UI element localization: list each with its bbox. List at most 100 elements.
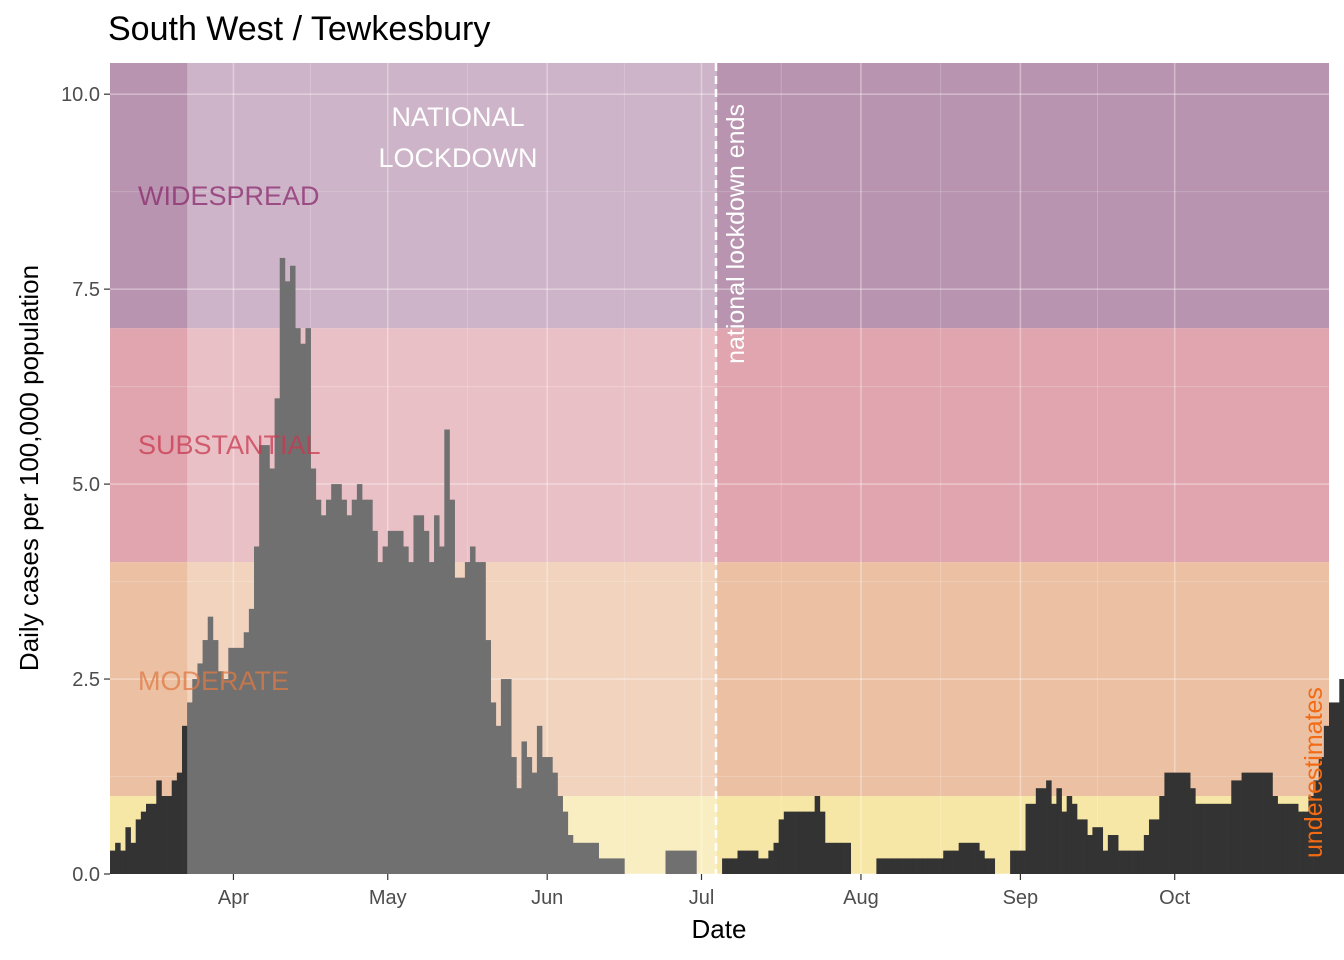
bar [274, 398, 281, 874]
bar [768, 850, 774, 874]
bar [1282, 803, 1289, 874]
bar [1215, 803, 1222, 874]
bar [372, 530, 378, 874]
bar [752, 850, 759, 874]
bar [197, 663, 203, 874]
bar [1195, 803, 1201, 874]
bar [336, 484, 342, 874]
lockdown-label-line2: LOCKDOWN [378, 143, 537, 173]
bar [284, 281, 291, 874]
bar [264, 445, 270, 874]
bar [428, 562, 435, 874]
bar [171, 780, 178, 874]
bar [500, 679, 507, 874]
bar [1040, 788, 1047, 874]
x-tick-label: Oct [1159, 887, 1191, 909]
bar [742, 850, 749, 874]
bar [454, 577, 461, 874]
bar [799, 811, 805, 874]
x-tick-label: Sep [1003, 887, 1039, 909]
bar [1205, 803, 1212, 874]
bar [1292, 803, 1299, 874]
x-tick-label: Aug [843, 887, 879, 909]
bar [320, 515, 327, 874]
bar [1015, 850, 1021, 874]
bar [135, 819, 142, 874]
y-tick-label: 2.5 [72, 669, 100, 691]
bar [115, 842, 121, 874]
bar [1046, 780, 1052, 874]
bar [665, 850, 671, 874]
bar [516, 788, 522, 874]
bar [490, 702, 497, 874]
x-tick-label: Jul [689, 887, 715, 909]
bar [439, 546, 445, 874]
bar [202, 640, 209, 874]
bar [542, 757, 548, 874]
bar [974, 842, 980, 874]
bar [1313, 780, 1320, 874]
bar [1190, 788, 1196, 874]
bar [1231, 780, 1237, 874]
bar [485, 640, 491, 874]
bar [511, 757, 517, 874]
bar [176, 772, 183, 874]
bar [1061, 811, 1068, 874]
bar [732, 858, 738, 874]
bar [1251, 772, 1258, 874]
bar [788, 811, 795, 874]
bar [1112, 835, 1119, 874]
bar [845, 842, 852, 874]
x-tick-label: May [369, 887, 407, 909]
bar [830, 842, 836, 874]
x-tick-label: Apr [218, 887, 249, 909]
bar [907, 858, 913, 874]
bar [886, 858, 893, 874]
bar [917, 858, 924, 874]
bar [1174, 772, 1181, 874]
bar [279, 257, 286, 875]
bar [243, 632, 250, 874]
bar [593, 842, 599, 874]
bar [382, 546, 389, 874]
bar [326, 499, 332, 874]
lockdown-label-line1: NATIONAL [391, 102, 524, 132]
bar [1051, 803, 1057, 874]
bar [608, 858, 615, 874]
bar [603, 858, 610, 874]
bar [758, 858, 764, 874]
bar [1107, 835, 1114, 874]
bar [1334, 702, 1340, 874]
bar [449, 499, 455, 874]
x-axis-title: Date [692, 914, 747, 944]
bar [444, 429, 450, 874]
bar [1056, 788, 1062, 874]
bar [387, 530, 394, 874]
bar [464, 562, 471, 874]
bar [248, 608, 255, 874]
bar [1220, 803, 1227, 874]
bar [310, 468, 317, 874]
bar [691, 850, 697, 874]
bar [794, 811, 800, 874]
bar [233, 647, 239, 874]
bar [891, 858, 898, 874]
bar [1082, 819, 1088, 874]
bar [953, 850, 960, 874]
bar [161, 796, 167, 874]
bar [968, 842, 975, 874]
bar [686, 850, 692, 874]
y-tick-label: 0.0 [72, 864, 100, 886]
bar [1133, 850, 1140, 874]
bar [418, 515, 425, 874]
bar [989, 858, 996, 874]
bar [1154, 819, 1160, 874]
bar [423, 530, 430, 874]
bar [356, 484, 363, 874]
bar [727, 858, 733, 874]
bar [804, 811, 810, 874]
bar [948, 850, 954, 874]
bar [1246, 772, 1253, 874]
x-tick-label: Jun [531, 887, 563, 909]
bar [814, 796, 821, 874]
